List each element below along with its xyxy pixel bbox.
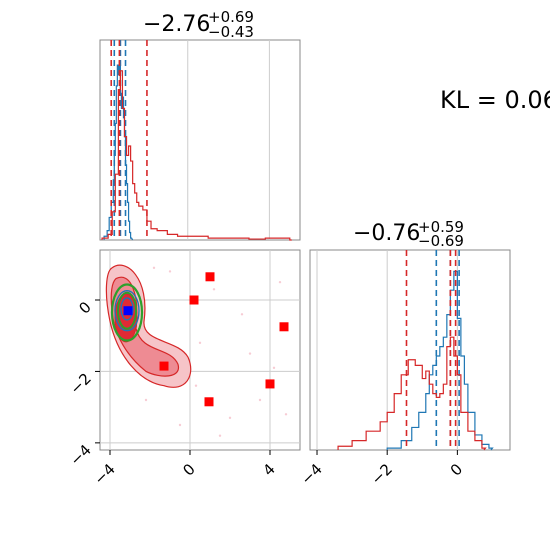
scatter-point bbox=[212, 288, 216, 291]
scatter-point bbox=[168, 270, 172, 273]
joint-panel: −4 0 4 −4 −2 0 bbox=[66, 249, 301, 488]
y-tick-label: 0 bbox=[75, 298, 94, 317]
red-marker bbox=[189, 295, 199, 305]
red-marker bbox=[159, 361, 169, 371]
scatter-point bbox=[198, 341, 202, 345]
red-marker bbox=[204, 397, 214, 407]
y-tick-label: −4 bbox=[66, 441, 94, 469]
scatter-point bbox=[228, 416, 232, 420]
contour-blue-inner bbox=[120, 297, 134, 321]
scatter-point bbox=[248, 352, 252, 355]
scatter-point bbox=[194, 384, 198, 387]
x-tick-label: 4 bbox=[259, 460, 278, 479]
red-marker bbox=[279, 322, 289, 332]
panel-frame bbox=[99, 39, 301, 241]
x-tick-label: −2 bbox=[368, 460, 396, 488]
marginal-y-panel: −4 −2 0 bbox=[297, 249, 511, 488]
x-tick-label: −4 bbox=[90, 460, 118, 488]
marginal-y-title: −0.76 bbox=[353, 221, 420, 246]
marginal-x-panel bbox=[99, 39, 301, 241]
x-tick-label: −4 bbox=[297, 460, 325, 488]
x-tick-label: 0 bbox=[179, 460, 198, 479]
scatter-point bbox=[152, 266, 156, 270]
scatter-point bbox=[218, 434, 222, 437]
panel-frame bbox=[309, 249, 511, 451]
contour-green-inner bbox=[117, 291, 137, 330]
histogram-series-1 bbox=[337, 336, 487, 451]
scatter-point bbox=[240, 313, 244, 316]
scatter-point bbox=[272, 366, 276, 370]
marginal-y-title-sub: −0.69 bbox=[418, 232, 464, 250]
histogram-series-1 bbox=[101, 70, 292, 241]
contour-blue-outer bbox=[114, 290, 140, 332]
scatter-point bbox=[284, 413, 288, 416]
marginal-x-title-sup: +0.69 bbox=[208, 8, 254, 26]
marginal-x-title: −2.76 bbox=[143, 12, 210, 37]
scatter-point bbox=[178, 423, 182, 427]
scatter-point bbox=[144, 398, 148, 402]
blue-marker bbox=[123, 306, 133, 316]
y-tick-label: −2 bbox=[66, 370, 94, 398]
contour-green-outer bbox=[110, 283, 144, 342]
marginal-x-title-sub: −0.43 bbox=[208, 23, 254, 41]
marginal-y-title-sup: +0.59 bbox=[418, 218, 464, 236]
kl-annotation: KL = 0.06 bbox=[440, 86, 550, 114]
red-marker bbox=[265, 379, 275, 389]
scatter-point bbox=[278, 280, 282, 284]
histogram-series-0 bbox=[386, 270, 494, 451]
scatter-point bbox=[258, 398, 262, 402]
red-marker bbox=[205, 272, 215, 282]
x-tick-label: 0 bbox=[447, 460, 466, 479]
